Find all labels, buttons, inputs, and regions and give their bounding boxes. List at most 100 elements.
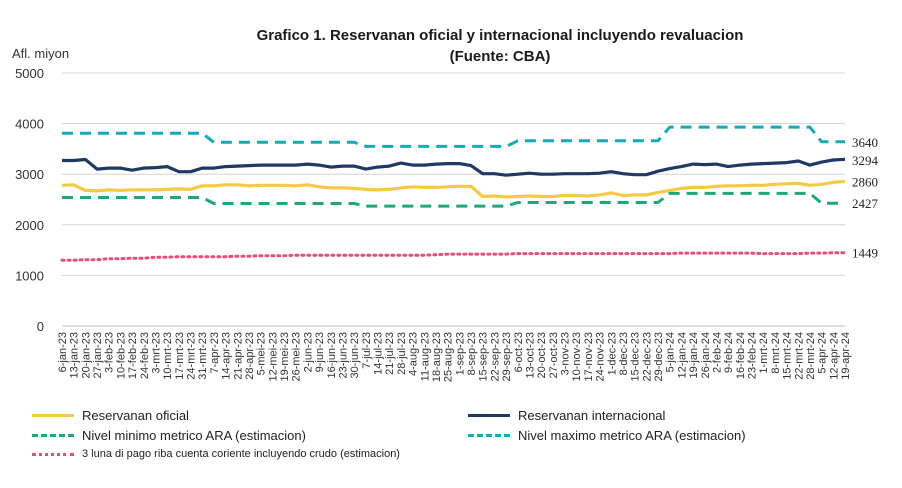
- y-axis-ticks: 0 1000 2000 3000 4000 5000: [15, 66, 44, 334]
- legend-swatch-pago: [32, 452, 74, 456]
- x-tick-label: 24-nov-23: [595, 332, 607, 382]
- legend-label-internacional: Reservanan internacional: [518, 408, 666, 423]
- x-tick-label: 10-mrt-23: [162, 332, 174, 380]
- end-label: 1449: [852, 246, 878, 261]
- x-tick-label: 15-sep-23: [478, 332, 490, 382]
- gridlines: [62, 72, 845, 327]
- x-tick-label: 15-dec-23: [630, 332, 642, 382]
- y-tick-label: 5000: [15, 66, 44, 81]
- x-tick-label: 18-aug-23: [431, 332, 443, 382]
- series-line-1: [62, 157, 846, 177]
- x-tick-label: 21-apr-23: [232, 332, 244, 380]
- y-tick-label: 2000: [15, 218, 44, 233]
- x-tick-label: 22-mrt-24: [793, 332, 805, 380]
- x-tick-label: 28-jul-23: [396, 332, 408, 375]
- legend-item-oficial: Reservanan oficial: [32, 408, 189, 423]
- x-axis-ticks: 6-jan-23 13-jan-23 20-jan-23 27-jan-23 3-feb…: [57, 332, 852, 382]
- x-tick-label: 16-feb-24: [735, 332, 747, 379]
- x-tick-label: 1-sep-23: [454, 332, 466, 375]
- x-tick-label: 8-dec-23: [618, 332, 630, 375]
- x-tick-label: 19-apr-24: [840, 332, 852, 380]
- x-tick-label: 23-jun-23: [337, 332, 349, 378]
- x-tick-label: 1-mrt-24: [758, 332, 770, 374]
- x-tick-label: 20-oct-23: [536, 332, 548, 378]
- x-tick-label: 14-jul-23: [373, 332, 385, 375]
- legend-swatch-oficial: [32, 414, 74, 417]
- x-tick-label: 19-jan-24: [688, 332, 700, 378]
- series-line-4: [60, 251, 847, 262]
- legend-item-pago: 3 luna di pago riba cuenta coriente incl…: [32, 448, 400, 460]
- x-tick-label: 31-mrt-23: [197, 332, 209, 380]
- x-tick-label: 30-jun-23: [349, 332, 361, 378]
- legend-label-maximo: Nivel maximo metrico ARA (estimacion): [518, 428, 746, 443]
- x-tick-label: 2-feb-24: [711, 332, 723, 373]
- x-tick-label: 15-mrt-24: [782, 332, 794, 380]
- x-tick-label: 9-feb-24: [723, 332, 735, 373]
- x-tick-label: 25-aug-23: [443, 332, 455, 382]
- x-tick-label: 13-jan-23: [69, 332, 81, 378]
- x-tick-label: 28-apr-23: [244, 332, 256, 380]
- x-tick-label: 8-mrt-24: [770, 332, 782, 374]
- x-tick-label: 10-feb-23: [115, 332, 127, 379]
- x-tick-label: 22-sep-23: [489, 332, 501, 382]
- x-tick-label: 5-jan-24: [665, 332, 677, 372]
- legend-item-internacional: Reservanan internacional: [468, 408, 665, 423]
- end-label: 3640: [852, 135, 878, 150]
- x-tick-label: 17-feb-23: [127, 332, 139, 379]
- x-tick-label: 8-sep-23: [466, 332, 478, 375]
- legend-label-oficial: Reservanan oficial: [82, 408, 189, 423]
- x-tick-label: 4-aug-23: [408, 332, 420, 376]
- x-tick-label: 28-mrt-24: [805, 332, 817, 380]
- x-tick-label: 20-jan-23: [80, 332, 92, 378]
- x-tick-label: 12-apr-24: [828, 332, 840, 380]
- legend-item-maximo: Nivel maximo metrico ARA (estimacion): [468, 428, 746, 443]
- legend-label-minimo: Nivel minimo metrico ARA (estimacion): [82, 428, 306, 443]
- x-tick-label: 24-feb-23: [139, 332, 151, 379]
- x-tick-label: 1-dec-23: [606, 332, 618, 375]
- x-tick-label: 7-apr-23: [209, 332, 221, 374]
- x-tick-label: 29-sep-23: [501, 332, 513, 382]
- x-tick-label: 16-jun-23: [326, 332, 338, 378]
- x-tick-label: 7-jul-23: [361, 332, 373, 369]
- x-tick-label: 5-mei-23: [256, 332, 268, 375]
- y-tick-label: 3000: [15, 167, 44, 182]
- end-label: 3294: [852, 153, 879, 168]
- x-tick-label: 13-oct-23: [524, 332, 536, 378]
- y-tick-label: 0: [37, 319, 44, 334]
- x-tick-label: 21-jul-23: [384, 332, 396, 375]
- chart-subtitle: (Fuente: CBA): [450, 48, 551, 65]
- x-tick-label: 11-aug-23: [419, 332, 431, 381]
- x-tick-label: 3-nov-23: [560, 332, 572, 375]
- x-tick-label: 22-dec-23: [641, 332, 653, 382]
- x-tick-label: 14-apr-23: [221, 332, 233, 380]
- x-tick-label: 5-apr-24: [817, 332, 829, 374]
- series-line-0: [61, 179, 846, 199]
- end-label: 2860: [852, 174, 878, 189]
- x-tick-label: 17-mrt-23: [174, 332, 186, 380]
- x-tick-label: 19-mei-23: [279, 332, 291, 382]
- y-axis-label: Afl. miyon: [12, 46, 69, 61]
- x-tick-label: 27-oct-23: [548, 332, 560, 378]
- x-tick-label: 3-mrt-23: [150, 332, 162, 374]
- x-tick-label: 10-nov-23: [571, 332, 583, 382]
- x-tick-label: 17-nov-23: [583, 332, 595, 382]
- legend-item-minimo: Nivel minimo metrico ARA (estimacion): [32, 428, 306, 443]
- x-tick-label: 27-jan-23: [92, 332, 104, 378]
- legend-label-pago: 3 luna di pago riba cuenta coriente incl…: [82, 448, 400, 460]
- x-tick-label: 24-mrt-23: [186, 332, 198, 380]
- y-tick-label: 1000: [15, 268, 44, 283]
- x-tick-label: 2-jun-23: [302, 332, 314, 372]
- x-tick-label: 6-jan-23: [57, 332, 69, 372]
- x-tick-label: 26-mei-23: [291, 332, 303, 382]
- x-tick-label: 23-feb-24: [747, 332, 759, 379]
- y-tick-label: 4000: [15, 117, 44, 132]
- x-tick-label: 3-feb-23: [104, 332, 116, 373]
- series-lines: [60, 125, 847, 262]
- x-tick-label: 9-jun-23: [314, 332, 326, 372]
- chart-title: Grafico 1. Reservanan oficial y internac…: [257, 27, 744, 44]
- end-label: 2427: [852, 196, 879, 211]
- x-tick-label: 29-dec-23: [653, 332, 665, 382]
- series-line-2: [62, 191, 845, 208]
- x-tick-label: 12-jan-24: [676, 332, 688, 378]
